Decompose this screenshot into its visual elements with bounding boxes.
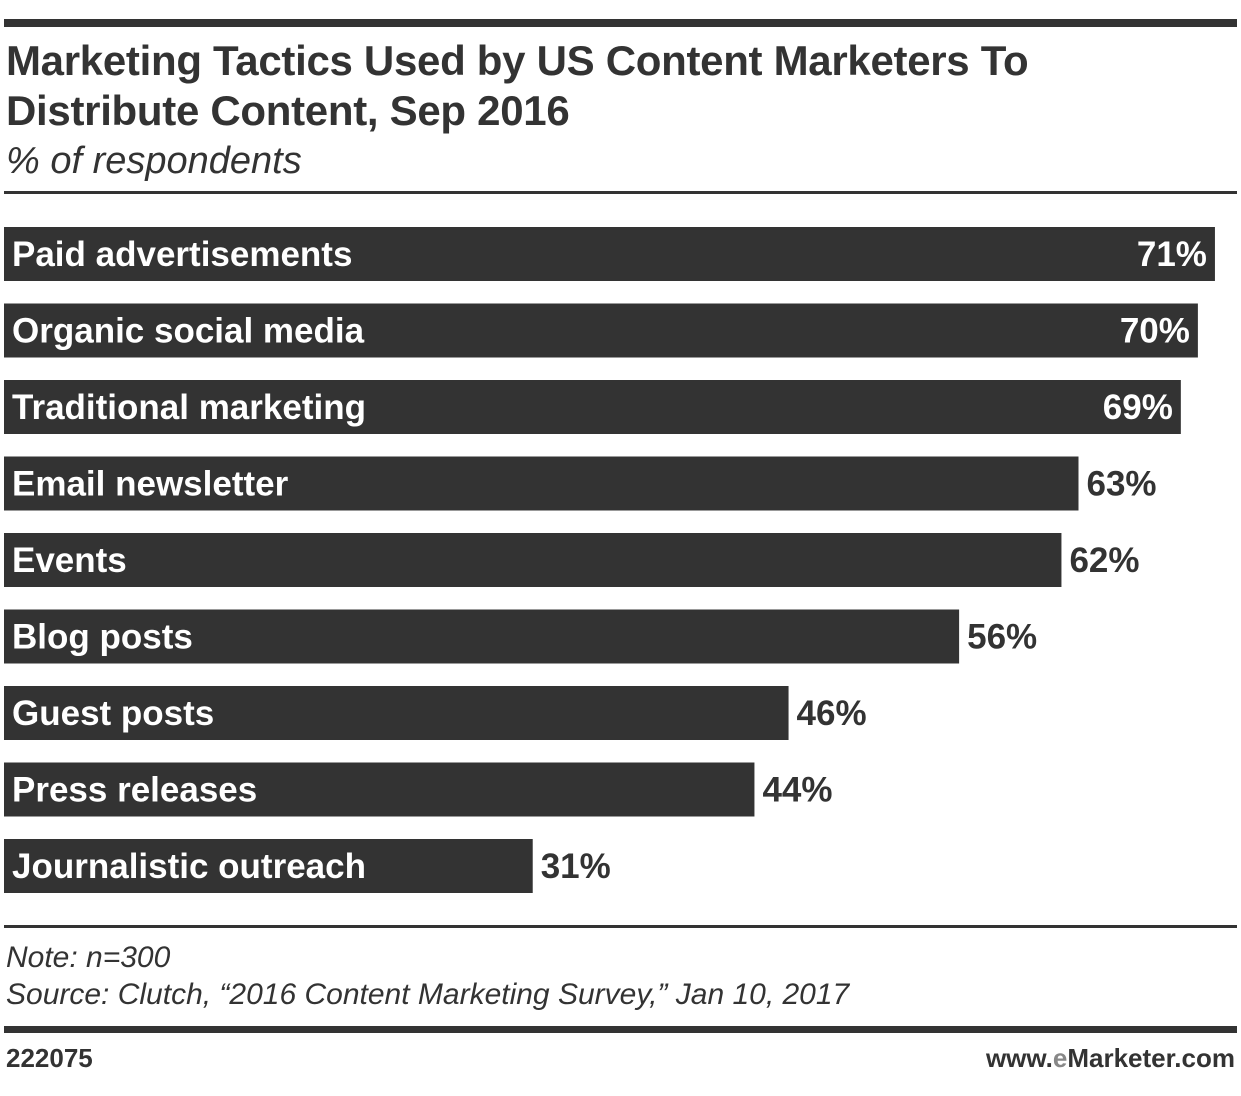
bar-7 [4, 686, 789, 740]
bar-2 [4, 303, 1198, 358]
bar-6 [4, 609, 960, 664]
brand-suffix: Marketer.com [1067, 1043, 1235, 1073]
footer-rule [4, 925, 1237, 928]
bottom-rule [4, 1026, 1237, 1033]
chart-id: 222075 [6, 1043, 93, 1073]
bar-3 [4, 380, 1181, 434]
brand-prefix: www. [985, 1043, 1053, 1073]
chart-title: Marketing Tactics Used by US Content Mar… [6, 37, 1029, 134]
chart-subtitle: % of respondents [6, 140, 302, 182]
bar-9 [4, 839, 533, 893]
brand-e: e [1052, 1043, 1068, 1073]
value-label-4: 63% [1087, 465, 1157, 504]
bar-8 [4, 762, 755, 817]
chart-note: Note: n=300 [6, 941, 171, 974]
value-label-5: 62% [1069, 541, 1139, 580]
category-label-8: Press releases [12, 771, 257, 810]
category-label-2: Organic social media [12, 312, 365, 351]
value-label-9: 31% [541, 847, 611, 886]
bar-chart: Paid advertisements 71% Organic social med… [4, 227, 1215, 893]
value-label-8: 44% [762, 771, 832, 810]
bar-5 [4, 533, 1062, 587]
category-label-4: Email newsletter [12, 465, 289, 504]
category-label-5: Events [12, 541, 127, 580]
category-label-1: Paid advertisements [12, 235, 352, 274]
value-label-1: 71% [1137, 235, 1207, 274]
bar-1 [4, 227, 1215, 281]
value-label-3: 69% [1103, 388, 1173, 427]
brand-link[interactable]: www.eMarketer.com [986, 1042, 1235, 1074]
value-label-2: 70% [1120, 312, 1190, 351]
top-rule [4, 19, 1237, 27]
value-label-6: 56% [967, 618, 1037, 657]
category-label-7: Guest posts [12, 694, 214, 733]
chart-source: Source: Clutch, “2016 Content Marketing … [6, 978, 850, 1011]
category-label-3: Traditional marketing [12, 388, 366, 427]
bar-4 [4, 456, 1079, 511]
category-label-9: Journalistic outreach [12, 847, 366, 886]
value-label-7: 46% [797, 694, 867, 733]
header-rule [4, 191, 1237, 194]
category-label-6: Blog posts [12, 618, 193, 657]
